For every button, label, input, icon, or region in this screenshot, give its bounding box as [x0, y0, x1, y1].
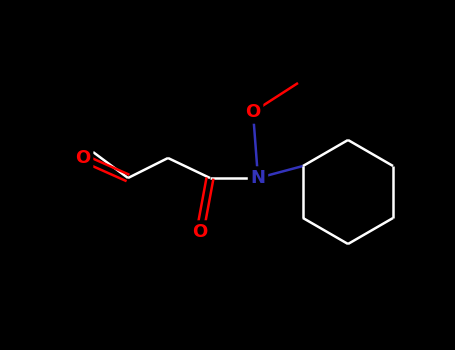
Text: N: N — [251, 169, 266, 187]
Text: O: O — [76, 149, 91, 167]
Text: O: O — [245, 103, 261, 121]
Text: O: O — [192, 223, 207, 241]
